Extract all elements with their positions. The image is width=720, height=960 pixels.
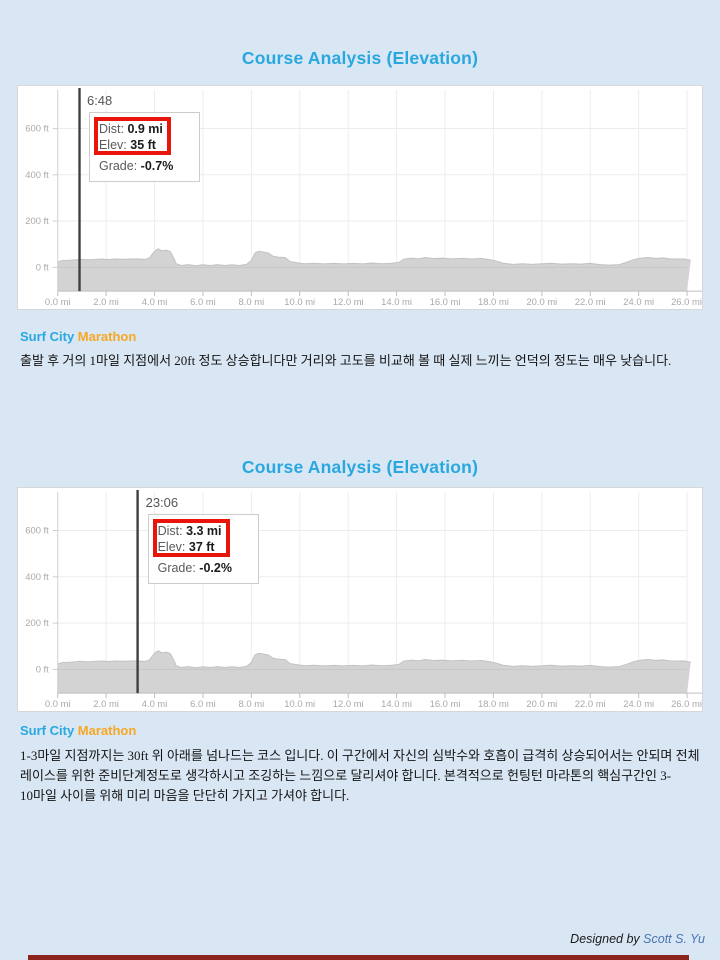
svg-text:10.0 mi: 10.0 mi (284, 698, 315, 709)
svg-text:6.0 mi: 6.0 mi (190, 296, 216, 307)
race-name-city: Surf City (20, 329, 75, 344)
svg-text:18.0 mi: 18.0 mi (478, 698, 509, 709)
tooltip-highlight-group: Dist: 3.3 mi Elev: 37 ft (152, 519, 230, 557)
svg-text:2.0 mi: 2.0 mi (93, 296, 119, 307)
credit-prefix: Designed by (570, 932, 640, 946)
bottom-progress-bar (28, 955, 689, 960)
svg-text:26.0 mi: 26.0 mi (671, 296, 702, 307)
svg-text:12.0 mi: 12.0 mi (333, 296, 364, 307)
tooltip-grade-row: Grade: -0.2% (158, 560, 232, 576)
tooltip-dist-row: Dist: 3.3 mi (158, 523, 222, 539)
svg-text:24.0 mi: 24.0 mi (623, 296, 654, 307)
svg-text:14.0 mi: 14.0 mi (381, 296, 412, 307)
svg-text:22.0 mi: 22.0 mi (575, 296, 606, 307)
grade-value: -0.7% (140, 159, 174, 173)
elev-value: 35 ft (130, 138, 156, 152)
svg-text:4.0 mi: 4.0 mi (142, 698, 168, 709)
elevation-area-chart: 600 ft 400 ft 200 ft 0 ft 0.0 mi 2.0 mi 4.0 mi… (25, 87, 702, 307)
svg-text:20.0 mi: 20.0 mi (526, 296, 557, 307)
tooltip-grade-row: Grade: -0.7% (99, 158, 173, 174)
race-name-1: Surf City Marathon (20, 329, 136, 344)
svg-text:12.0 mi: 12.0 mi (333, 698, 364, 709)
grade-value: -0.2% (199, 561, 232, 575)
dist-label: Dist: (157, 524, 183, 538)
dist-label: Dist: (98, 122, 124, 136)
elev-value: 37 ft (188, 540, 215, 554)
elevation-tooltip: Dist: 0.9 mi Elev: 35 ft Grade: -0.7% (88, 112, 201, 182)
cursor-time-label: 23:06 (145, 495, 179, 510)
svg-text:4.0 mi: 4.0 mi (142, 296, 168, 307)
grade-label: Grade: (157, 561, 196, 575)
tooltip-elev-row: Elev: 37 ft (158, 539, 222, 555)
designed-by-credit: Designed by Scott S. Yu (570, 932, 705, 946)
tooltip-dist-row: Dist: 0.9 mi (99, 121, 163, 137)
dist-value: 3.3 mi (186, 524, 222, 538)
cursor-time-label: 6:48 (86, 93, 113, 108)
svg-text:18.0 mi: 18.0 mi (478, 296, 509, 307)
svg-text:400 ft: 400 ft (25, 571, 49, 582)
svg-text:26.0 mi: 26.0 mi (671, 698, 702, 709)
tooltip-elev-row: Elev: 35 ft (99, 137, 163, 153)
svg-text:16.0 mi: 16.0 mi (430, 698, 461, 709)
race-name-2: Surf City Marathon (20, 723, 136, 738)
elevation-tooltip: Dist: 3.3 mi Elev: 37 ft Grade: -0.2% (147, 514, 259, 584)
svg-text:0 ft: 0 ft (36, 663, 49, 674)
svg-text:24.0 mi: 24.0 mi (623, 698, 654, 709)
page-title: Course Analysis (Elevation) (241, 48, 479, 68)
race-name-city: Surf City (20, 723, 75, 738)
svg-text:200 ft: 200 ft (25, 617, 49, 628)
svg-text:14.0 mi: 14.0 mi (381, 698, 412, 709)
svg-text:8.0 mi: 8.0 mi (239, 698, 265, 709)
svg-text:20.0 mi: 20.0 mi (526, 698, 557, 709)
elevation-chart-1[interactable]: 600 ft 400 ft 200 ft 0 ft 0.0 mi 2.0 mi 4.0 mi… (17, 85, 703, 310)
svg-text:600 ft: 600 ft (25, 122, 49, 133)
svg-text:0.0 mi: 0.0 mi (45, 296, 71, 307)
credit-author: Scott S. Yu (643, 932, 705, 946)
svg-text:200 ft: 200 ft (25, 215, 49, 226)
red-highlight-box (152, 519, 230, 557)
svg-text:8.0 mi: 8.0 mi (239, 296, 265, 307)
tooltip-highlight-group: Dist: 0.9 mi Elev: 35 ft (93, 117, 171, 155)
grade-label: Grade: (98, 159, 138, 173)
svg-text:0 ft: 0 ft (36, 261, 49, 272)
elev-label: Elev: (157, 540, 186, 554)
red-highlight-box (93, 117, 171, 155)
race-name-event: Marathon (77, 723, 137, 738)
svg-text:22.0 mi: 22.0 mi (575, 698, 606, 709)
svg-text:10.0 mi: 10.0 mi (284, 296, 315, 307)
svg-text:0.0 mi: 0.0 mi (45, 698, 71, 709)
svg-text:2.0 mi: 2.0 mi (93, 698, 119, 709)
page-title-2: Course Analysis (Elevation) (241, 457, 479, 477)
elevation-chart-2[interactable]: 600 ft 400 ft 200 ft 0 ft 0.0 mi 2.0 mi 4.0 mi… (17, 487, 703, 712)
svg-text:6.0 mi: 6.0 mi (190, 698, 216, 709)
race-name-event: Marathon (77, 329, 137, 344)
dist-value: 0.9 mi (127, 122, 163, 136)
course-description-2: 1-3마일 지점까지는 30ft 위 아래를 넘나드는 코스 입니다. 이 구간… (20, 748, 700, 803)
svg-text:400 ft: 400 ft (25, 169, 49, 180)
svg-text:600 ft: 600 ft (25, 524, 49, 535)
elevation-area-chart: 600 ft 400 ft 200 ft 0 ft 0.0 mi 2.0 mi 4.0 mi… (25, 489, 702, 709)
svg-text:16.0 mi: 16.0 mi (430, 296, 461, 307)
elev-label: Elev: (98, 138, 127, 152)
course-description-1: 출발 후 거의 1마일 지점에서 20ft 정도 상승합니다만 거리와 고도를 … (20, 353, 672, 368)
